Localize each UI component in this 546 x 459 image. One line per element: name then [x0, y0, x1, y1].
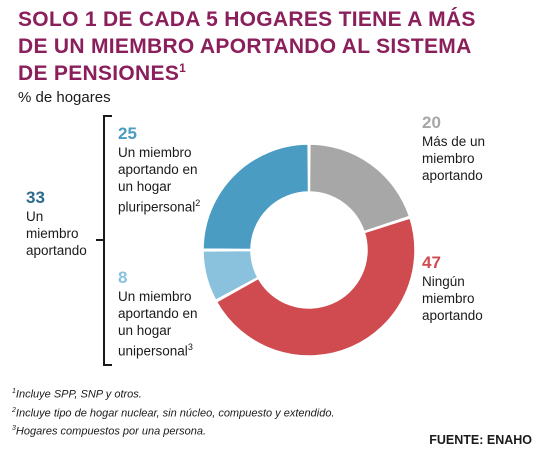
- footnotes: 1Incluye SPP, SNP y otros. 2Incluye tipo…: [12, 384, 335, 440]
- mas-line-3: aportando: [422, 168, 483, 183]
- ning-value: 47: [422, 253, 441, 272]
- ning-line-3: aportando: [422, 308, 483, 323]
- mas-line-2: miembro: [422, 151, 475, 166]
- uni-footnote-mark: 3: [187, 342, 193, 352]
- donut-slice-1: [215, 217, 416, 357]
- title-line-3-wrap: DE PENSIONES1: [18, 60, 538, 87]
- uni-line-1: Un miembro: [118, 289, 192, 304]
- footnote-2-text: Incluye tipo de hogar nuclear, sin núcle…: [15, 407, 335, 420]
- donut-slice-2: [202, 249, 259, 302]
- uni-line-2: aportando en: [118, 306, 198, 321]
- chart-subtitle: % de hogares: [18, 89, 111, 106]
- pluri-value: 25: [118, 124, 137, 143]
- title-line-3: DE PENSIONES: [18, 62, 180, 85]
- ning-line-2: miembro: [422, 291, 475, 306]
- bracket: [96, 115, 112, 366]
- pluri-line-3: un hogar: [118, 179, 172, 194]
- footnote-1-mark: 1: [12, 388, 16, 395]
- footnote-3-mark: 3: [12, 425, 16, 433]
- ning-line-1: Ningún: [422, 274, 465, 289]
- donut-slice-3: [202, 143, 310, 251]
- title-footnote-mark: 1: [179, 61, 187, 75]
- pluri-line-2: aportando en: [118, 162, 198, 177]
- footnote-2: 2Incluye tipo de hogar nuclear, sin núcl…: [12, 403, 335, 422]
- group-label-total: 33 Un miembro aportando: [26, 188, 106, 259]
- pluri-line-4: pluripersonal: [118, 199, 196, 215]
- slice-label-unipersonal: 8 Un miembro aportando en un hogar unipe…: [118, 268, 298, 360]
- slice-label-ningun: 47 Ningún miembro aportando: [422, 253, 542, 324]
- group-total-line-1: Un: [26, 209, 44, 224]
- group-total-line-2: miembro: [26, 226, 79, 241]
- footnote-3: 3Hogares compuestos por una persona.: [12, 421, 335, 440]
- footnote-1-text: Incluye SPP, SNP y otros.: [15, 388, 142, 401]
- group-total-value: 33: [26, 188, 45, 207]
- footnote-3-text: Hogares compuestos por una persona.: [15, 425, 207, 438]
- donut-slices: [202, 143, 416, 357]
- chart-title: SOLO 1 DE CADA 5 HOGARES TIENE A MÁS DE …: [18, 6, 538, 87]
- uni-line-3: un hogar: [118, 323, 172, 338]
- pluri-footnote-mark: 2: [195, 198, 201, 208]
- title-line-2: DE UN MIEMBRO APORTANDO AL SISTEMA: [18, 35, 472, 58]
- pluri-line-1: Un miembro: [118, 145, 192, 160]
- footnote-1: 1Incluye SPP, SNP y otros.: [12, 384, 335, 403]
- uni-value: 8: [118, 268, 128, 287]
- mas-value: 20: [422, 113, 441, 132]
- source-label: FUENTE: ENAHO: [429, 433, 532, 447]
- title-line-1: SOLO 1 DE CADA 5 HOGARES TIENE A MÁS: [18, 8, 476, 31]
- pluri-line-4-wrap: pluripersonal2: [118, 195, 298, 216]
- donut-slice-0: [308, 143, 411, 233]
- group-total-line-3: aportando: [26, 243, 87, 258]
- mas-line-1: Más de un: [422, 134, 486, 149]
- footnote-2-mark: 2: [12, 406, 16, 414]
- uni-line-4-wrap: unipersonal3: [118, 339, 298, 360]
- slice-label-mas-de-un: 20 Más de un miembro aportando: [422, 113, 542, 184]
- slice-label-pluripersonal: 25 Un miembro aportando en un hogar plur…: [118, 124, 298, 216]
- uni-line-4: unipersonal: [118, 343, 188, 359]
